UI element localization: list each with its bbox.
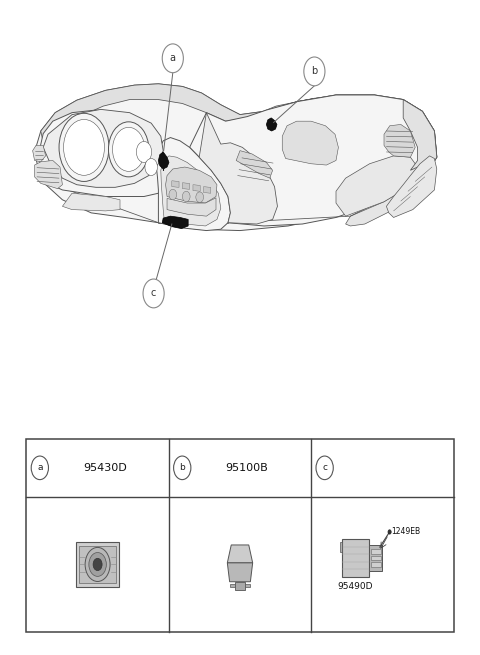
Circle shape	[162, 44, 183, 73]
Polygon shape	[33, 145, 46, 162]
Polygon shape	[193, 185, 200, 191]
Circle shape	[63, 119, 105, 176]
Circle shape	[145, 159, 157, 176]
Text: 95100B: 95100B	[226, 463, 268, 473]
Text: b: b	[180, 463, 185, 472]
Text: c: c	[151, 288, 156, 299]
Polygon shape	[167, 198, 216, 216]
Polygon shape	[336, 156, 418, 216]
Polygon shape	[384, 124, 415, 157]
Circle shape	[93, 558, 102, 571]
Polygon shape	[245, 584, 251, 587]
Polygon shape	[39, 110, 170, 196]
Circle shape	[182, 191, 190, 202]
Polygon shape	[403, 100, 437, 185]
Polygon shape	[371, 550, 381, 553]
Text: 95430D: 95430D	[83, 463, 127, 473]
Polygon shape	[41, 84, 437, 157]
Polygon shape	[346, 185, 413, 226]
Polygon shape	[369, 545, 383, 571]
Circle shape	[31, 456, 48, 479]
Circle shape	[169, 189, 177, 200]
Polygon shape	[35, 84, 437, 231]
Polygon shape	[282, 121, 338, 165]
Polygon shape	[43, 109, 163, 187]
Circle shape	[304, 57, 325, 86]
Polygon shape	[156, 138, 230, 231]
Polygon shape	[161, 156, 221, 226]
Circle shape	[136, 141, 152, 162]
Circle shape	[89, 553, 107, 576]
Polygon shape	[172, 181, 179, 187]
Polygon shape	[235, 582, 245, 590]
Circle shape	[108, 122, 149, 177]
Polygon shape	[229, 584, 235, 587]
Text: a: a	[37, 463, 43, 472]
Polygon shape	[228, 545, 252, 563]
Circle shape	[85, 548, 110, 582]
Polygon shape	[371, 555, 381, 560]
Circle shape	[196, 192, 204, 202]
Text: c: c	[322, 463, 327, 472]
Circle shape	[388, 530, 391, 534]
Bar	[26, 439, 454, 632]
Polygon shape	[236, 151, 273, 178]
Polygon shape	[204, 187, 211, 193]
Polygon shape	[162, 216, 188, 229]
Text: b: b	[311, 66, 318, 77]
Polygon shape	[371, 562, 381, 567]
Circle shape	[59, 113, 109, 181]
Polygon shape	[228, 563, 252, 582]
Polygon shape	[190, 95, 437, 226]
Text: 95490D: 95490D	[337, 582, 373, 591]
Circle shape	[143, 279, 164, 308]
Polygon shape	[62, 193, 120, 211]
Polygon shape	[340, 542, 342, 553]
Text: a: a	[170, 53, 176, 64]
Polygon shape	[182, 183, 190, 189]
Polygon shape	[386, 156, 437, 217]
Polygon shape	[342, 539, 369, 576]
Text: 1249EB: 1249EB	[391, 527, 420, 536]
Polygon shape	[35, 160, 62, 189]
Polygon shape	[266, 118, 277, 131]
Polygon shape	[166, 167, 217, 203]
Polygon shape	[79, 546, 116, 583]
Polygon shape	[76, 542, 119, 587]
Circle shape	[316, 456, 333, 479]
Circle shape	[112, 127, 145, 172]
Polygon shape	[158, 152, 169, 169]
Polygon shape	[199, 113, 277, 224]
Circle shape	[174, 456, 191, 479]
